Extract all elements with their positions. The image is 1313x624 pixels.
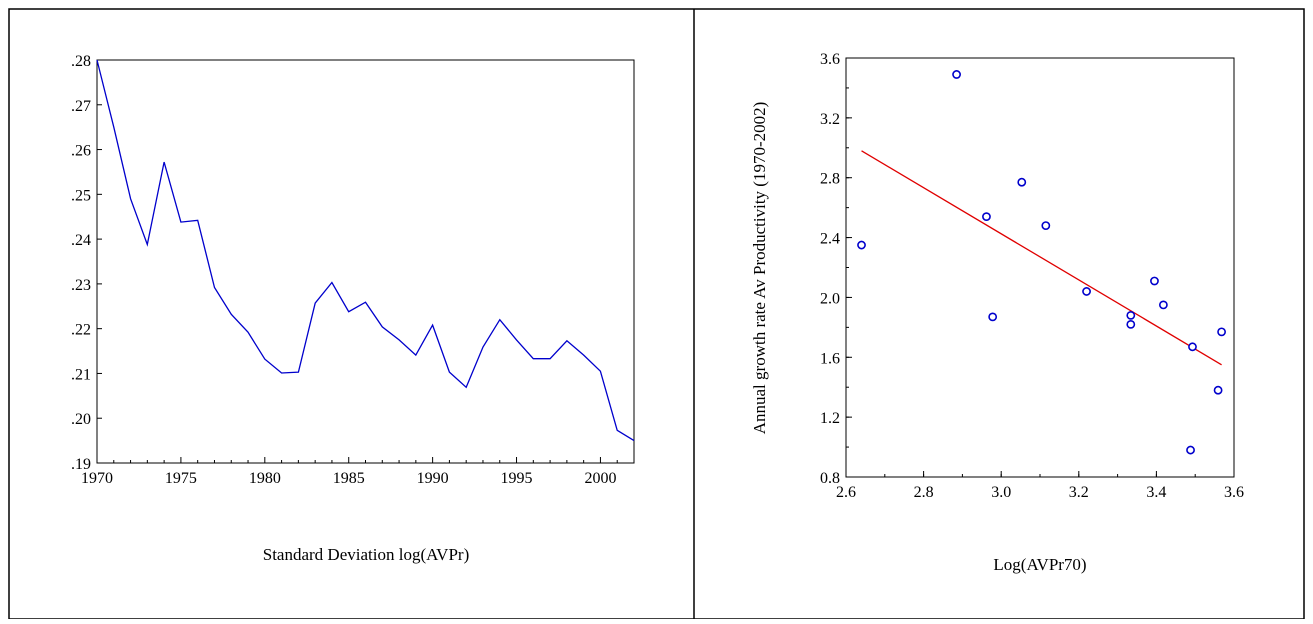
right-y-tick-label: 2.8 (820, 171, 840, 188)
scatter-point (1082, 287, 1091, 296)
scatter-point (1041, 221, 1051, 230)
right-y-tick-label: 1.2 (820, 410, 840, 427)
left-x-tick-label: 1990 (417, 470, 449, 487)
left-y-tick-label: .24 (71, 232, 91, 249)
left-x-axis-title: Standard Deviation log(AVPr) (263, 545, 470, 564)
scatter-point (1188, 342, 1197, 352)
right-x-axis: 2.6 2.8 3.0 3.2 3.4 3.6 (836, 471, 1244, 501)
sd-series-line (96, 59, 635, 442)
left-y-tick-label: .26 (71, 143, 91, 160)
right-x-axis-title: Log(AVPr70) (993, 555, 1086, 574)
scatter-point (1126, 310, 1136, 320)
scatter-point (952, 70, 961, 79)
right-chart: 0.8 1.2 1.6 2.0 2.4 2.8 3.2 3.6 2.6 2.8 3.0 3.2 3.4… (750, 51, 1244, 574)
left-y-tick-label: .27 (71, 98, 91, 115)
right-x-tick-label: 3.2 (1069, 484, 1089, 501)
right-y-axis: 0.8 1.2 1.6 2.0 2.4 2.8 3.2 3.6 (820, 51, 852, 487)
scatter-point (1126, 319, 1136, 329)
scatter-point (988, 312, 998, 322)
right-plot-frame (845, 57, 1235, 478)
left-y-tick-label: .25 (71, 187, 91, 204)
right-x-tick-label: 3.0 (991, 484, 1011, 501)
scatter-point (1186, 445, 1195, 455)
left-y-axis: .19 .20 .21 .22 .23 .24 .25 .26 .27 .28 (71, 53, 102, 473)
left-y-tick-label: .20 (71, 411, 91, 428)
scatter-point (1158, 300, 1168, 310)
left-x-tick-label: 1985 (333, 470, 365, 487)
left-x-tick-label: 1980 (249, 470, 281, 487)
left-x-tick-label: 1975 (165, 470, 197, 487)
scatter-points (857, 70, 1226, 455)
scatter-point (1217, 327, 1226, 337)
left-plot-frame (96, 59, 635, 464)
left-x-tick-label: 1995 (501, 470, 533, 487)
scatter-point (982, 212, 991, 222)
right-x-tick-label: 2.8 (914, 484, 934, 501)
right-x-tick-label: 3.4 (1146, 484, 1166, 501)
left-x-tick-label: 1970 (81, 470, 113, 487)
right-y-tick-label: 2.4 (820, 231, 840, 248)
scatter-point (857, 240, 866, 250)
right-y-tick-label: 2.0 (820, 290, 840, 307)
left-x-axis: 1970 1975 1980 1985 1990 1995 2000 (81, 457, 635, 487)
left-y-tick-label: .23 (71, 277, 91, 294)
right-y-axis-title: Annual growth rate Av Productivity (1970… (750, 102, 769, 435)
right-y-tick-label: 1.6 (820, 350, 840, 367)
right-x-tick-label: 2.6 (836, 484, 856, 501)
left-y-tick-label: .22 (71, 322, 91, 339)
left-y-tick-label: .21 (71, 366, 91, 383)
left-chart: .19.20.21.22.23.24.25.26.27.28 1970 1975 1… (71, 53, 635, 564)
scatter-point (1017, 177, 1027, 187)
outer-frame (8, 8, 1305, 620)
scatter-point (1150, 276, 1159, 286)
right-x-tick-label: 3.6 (1224, 484, 1244, 501)
left-x-tick-label: 2000 (584, 470, 616, 487)
right-y-tick-label: 0.8 (820, 470, 840, 487)
right-y-tick-label: 3.2 (820, 111, 840, 128)
scatter-point (1213, 385, 1223, 395)
right-y-tick-label: 3.6 (820, 51, 840, 68)
left-y-tick-label: .19 (71, 456, 91, 473)
regression-fit-line (861, 150, 1222, 366)
left-y-tick-label: .28 (71, 53, 91, 70)
